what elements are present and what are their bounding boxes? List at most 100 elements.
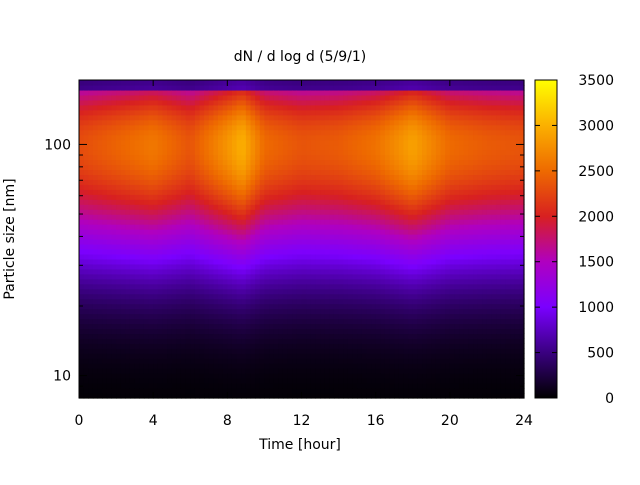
heatmap-cell xyxy=(315,154,321,161)
heatmap-cell xyxy=(134,199,140,205)
heatmap-cell xyxy=(315,303,321,310)
heatmap-cell xyxy=(431,129,437,136)
heatmap-cell xyxy=(111,199,117,205)
heatmap-cell xyxy=(162,248,168,255)
heatmap-cell xyxy=(120,134,126,141)
heatmap-cell xyxy=(292,179,298,185)
heatmap-cell xyxy=(296,268,303,275)
heatmap-cell xyxy=(185,278,191,285)
heatmap-cell xyxy=(306,124,312,131)
heatmap-cell xyxy=(296,363,303,369)
heatmap-cell xyxy=(361,343,367,349)
heatmap-cell xyxy=(194,393,201,399)
heatmap-cell xyxy=(213,179,219,185)
heatmap-cell xyxy=(180,318,187,325)
heatmap-cell xyxy=(204,373,210,379)
heatmap-cell xyxy=(116,373,122,379)
heatmap-cell xyxy=(324,323,330,330)
heatmap-cell xyxy=(134,109,140,116)
heatmap-cell xyxy=(204,179,210,185)
heatmap-cell xyxy=(194,219,201,225)
heatmap-cell xyxy=(231,129,238,136)
heatmap-cell xyxy=(338,229,344,235)
heatmap-cell xyxy=(329,94,335,101)
heatmap-cell xyxy=(264,383,270,389)
heatmap-cell xyxy=(250,308,256,315)
heatmap-cell xyxy=(111,378,117,384)
heatmap-cell xyxy=(148,154,154,161)
heatmap-cell xyxy=(102,89,108,96)
heatmap-cell xyxy=(236,234,242,240)
heatmap-cell xyxy=(371,219,377,225)
heatmap-cell xyxy=(352,323,358,330)
heatmap-cell xyxy=(306,348,312,354)
heatmap-cell xyxy=(185,348,191,354)
heatmap-cell xyxy=(315,144,321,151)
heatmap-cell xyxy=(384,114,391,121)
heatmap-cell xyxy=(79,378,85,384)
heatmap-cell xyxy=(306,373,312,379)
heatmap-cell xyxy=(106,293,113,300)
heatmap-cell xyxy=(185,199,191,205)
heatmap-cell xyxy=(204,109,210,116)
heatmap-cell xyxy=(426,109,432,116)
heatmap-cell xyxy=(236,253,242,260)
heatmap-cell xyxy=(255,348,261,354)
heatmap-cell xyxy=(92,383,99,389)
heatmap-cell xyxy=(255,288,261,295)
heatmap-cell xyxy=(389,104,395,111)
heatmap-cell xyxy=(357,393,363,399)
heatmap-cell xyxy=(134,144,140,151)
heatmap-cell xyxy=(171,124,177,131)
heatmap-cell xyxy=(218,119,224,126)
heatmap-cell xyxy=(329,84,335,91)
heatmap-cell xyxy=(125,144,131,151)
heatmap-cell xyxy=(264,363,270,369)
heatmap-cell xyxy=(83,293,89,300)
heatmap-cell xyxy=(264,298,270,305)
heatmap-cell xyxy=(361,393,367,399)
heatmap-cell xyxy=(153,303,159,310)
heatmap-cell xyxy=(375,184,381,190)
heatmap-cell xyxy=(417,383,423,389)
heatmap-cell xyxy=(292,373,298,379)
heatmap-cell xyxy=(371,134,377,141)
heatmap-cell xyxy=(426,373,432,379)
heatmap-cell xyxy=(102,333,108,339)
heatmap-cell xyxy=(176,343,182,349)
heatmap-cell xyxy=(245,164,252,171)
heatmap-cell xyxy=(185,253,191,260)
heatmap-cell xyxy=(97,283,103,290)
heatmap-cell xyxy=(111,104,117,111)
heatmap-cell xyxy=(352,273,358,280)
heatmap-cell xyxy=(352,243,358,250)
heatmap-cell xyxy=(213,273,219,280)
heatmap-cell xyxy=(278,149,284,156)
heatmap-cell xyxy=(412,328,418,335)
heatmap-cell xyxy=(278,169,284,176)
heatmap-cell xyxy=(435,278,442,285)
heatmap-cell xyxy=(218,184,224,190)
heatmap-cell xyxy=(222,388,228,394)
heatmap-cell xyxy=(231,89,238,96)
heatmap-cell xyxy=(190,298,196,305)
heatmap-cell xyxy=(412,338,418,344)
heatmap-cell xyxy=(264,174,270,180)
heatmap-cell xyxy=(357,338,363,344)
heatmap-cell xyxy=(398,84,405,91)
heatmap-cell xyxy=(120,89,126,96)
heatmap-cell xyxy=(227,164,233,171)
heatmap-cell xyxy=(255,243,261,250)
heatmap-cell xyxy=(241,179,247,185)
heatmap-cell xyxy=(282,119,289,126)
heatmap-cell xyxy=(111,174,117,180)
heatmap-cell xyxy=(83,278,89,285)
heatmap-cell xyxy=(97,363,103,369)
heatmap-cell xyxy=(167,149,173,156)
heatmap-cell xyxy=(338,169,344,176)
heatmap-cell xyxy=(153,353,159,359)
heatmap-cell xyxy=(435,149,442,156)
heatmap-cell xyxy=(306,318,312,325)
heatmap-cell xyxy=(417,243,423,250)
heatmap-cell xyxy=(171,373,177,379)
